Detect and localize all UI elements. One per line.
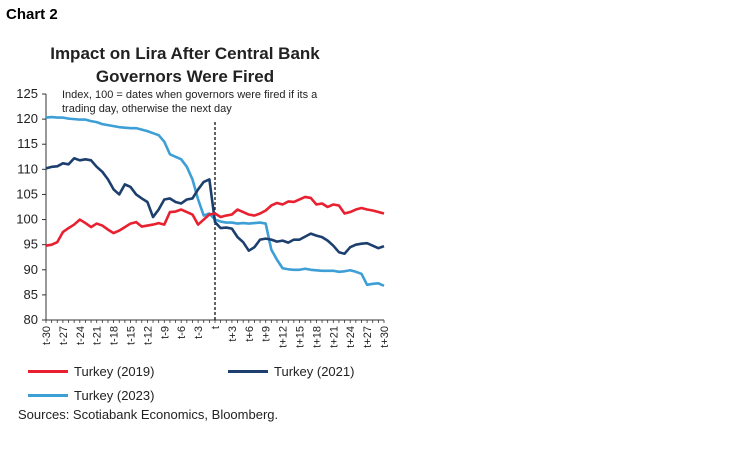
y-tick-label: 110 xyxy=(17,161,38,176)
y-tick-label: 80 xyxy=(24,312,38,327)
x-tick-label: t-27 xyxy=(58,326,70,345)
x-tick-label: t+15 xyxy=(295,326,307,348)
source-note: Sources: Scotiabank Economics, Bloomberg… xyxy=(18,407,279,422)
x-tick-label: t-30 xyxy=(41,326,53,345)
x-tick-label: t+24 xyxy=(345,326,357,348)
legend-swatch-turkey-2019 xyxy=(28,370,68,373)
x-tick-label: t-9 xyxy=(159,326,171,339)
chart-axes: 125 120 115 110 105 100 95 90 85 80t-30 t-27 t-24 t-… xyxy=(16,86,391,348)
x-tick-label: t+3 xyxy=(227,326,239,342)
legend-item-turkey-2019: Turkey (2019) xyxy=(28,364,154,379)
legend-swatch-turkey-2021 xyxy=(228,370,268,373)
y-tick-label: 90 xyxy=(24,262,38,277)
x-tick-label: t-15 xyxy=(126,326,138,345)
y-tick-label: 105 xyxy=(16,186,38,201)
x-tick-label: t-18 xyxy=(109,326,121,345)
y-tick-label: 100 xyxy=(16,212,38,227)
legend-label-turkey-2019: Turkey (2019) xyxy=(74,364,155,379)
legend-label-turkey-2023: Turkey (2023) xyxy=(74,388,155,403)
chart-series xyxy=(45,115,385,320)
chart-annotation-line-2: trading day, otherwise the next day xyxy=(62,103,232,115)
x-tick-label: t+6 xyxy=(244,326,256,342)
x-tick-label: t+27 xyxy=(362,326,374,348)
y-tick-label: 125 xyxy=(16,86,38,101)
y-tick-label: 115 xyxy=(17,136,38,151)
x-tick-label: t-3 xyxy=(193,326,205,339)
chart-title-line-2: Governors Were Fired xyxy=(95,67,275,86)
x-tick-label: t-12 xyxy=(142,326,154,345)
x-tick-label: t+21 xyxy=(328,326,340,348)
chart-annotation-line-1: Index, 100 = dates when governors were f… xyxy=(62,89,318,101)
legend-swatch-turkey-2023 xyxy=(28,394,68,397)
x-tick-label: t-24 xyxy=(75,326,87,345)
y-tick-label: 95 xyxy=(24,237,38,252)
y-tick-label: 85 xyxy=(24,287,38,302)
series-line-turkey-2021 xyxy=(45,156,385,256)
x-tick-label: t+30 xyxy=(379,326,391,348)
legend-item-turkey-2021: Turkey (2021) xyxy=(228,364,354,379)
legend-item-turkey-2023: Turkey (2023) xyxy=(28,388,154,403)
x-tick-label: t-6 xyxy=(176,326,188,339)
y-tick-label: 120 xyxy=(16,111,38,126)
x-tick-label: t+18 xyxy=(311,326,323,348)
x-tick-label: t+12 xyxy=(278,326,290,348)
chart-title: Impact on Lira After Central Bank Govern… xyxy=(30,42,340,88)
x-tick-label: t xyxy=(210,326,222,329)
legend-label-turkey-2021: Turkey (2021) xyxy=(274,364,355,379)
x-tick-label: t+9 xyxy=(261,326,273,342)
series-line-turkey-2019 xyxy=(45,195,385,247)
chart-label: Chart 2 xyxy=(6,6,58,23)
x-tick-label: t-21 xyxy=(92,326,104,345)
chart-title-line-1: Impact on Lira After Central Bank xyxy=(50,44,320,63)
